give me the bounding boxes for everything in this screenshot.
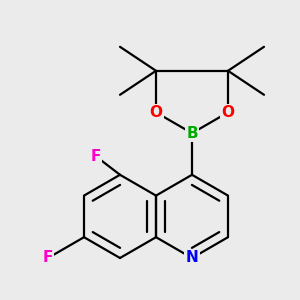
Text: B: B [186,126,198,141]
Text: O: O [221,105,235,120]
Text: F: F [43,250,53,266]
Text: N: N [186,250,198,266]
Text: O: O [149,105,163,120]
Text: F: F [91,149,101,164]
